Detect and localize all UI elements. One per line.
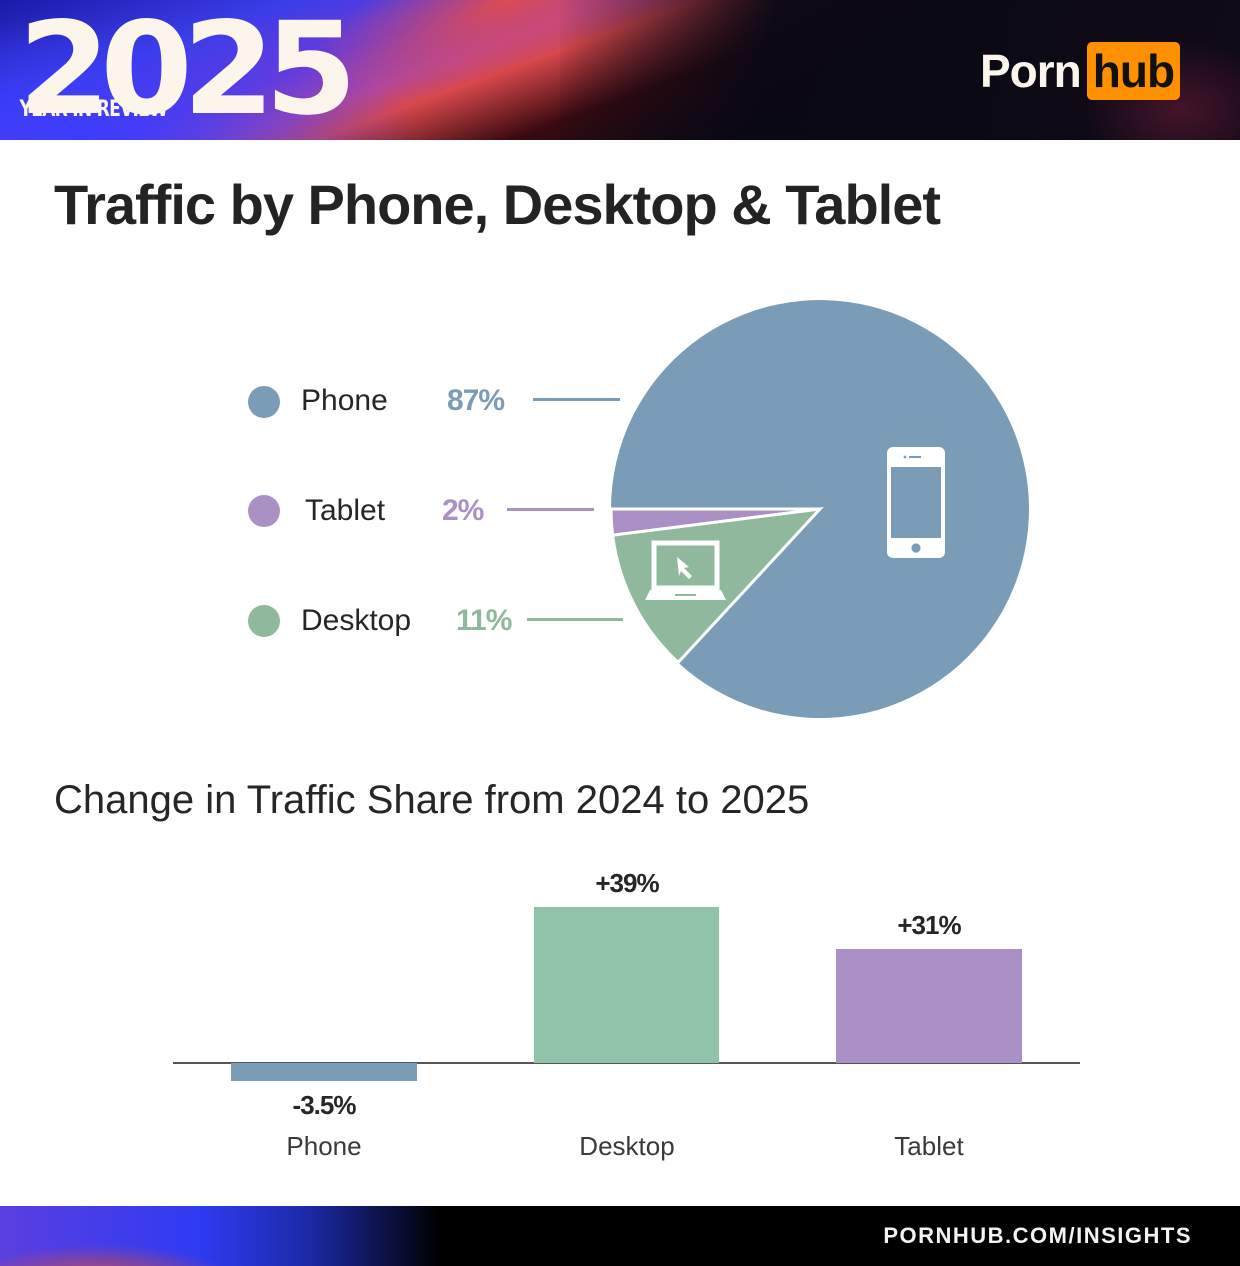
legend-label-desktop: Desktop <box>301 604 412 637</box>
section-subtitle: Change in Traffic Share from 2024 to 202… <box>54 778 810 822</box>
bar-category-phone: Phone <box>286 1131 362 1161</box>
legend-dot-desktop <box>248 605 280 637</box>
bar-value-desktop: +39% <box>595 868 659 898</box>
legend-value-desktop: 11% <box>456 604 512 637</box>
legend-label-tablet: Tablet <box>305 494 386 527</box>
year-heading: 2025 <box>18 0 357 140</box>
legend-dot-tablet <box>248 495 280 527</box>
year-in-review-label: YEAR IN REVIEW <box>19 97 168 122</box>
laptop-icon <box>645 540 726 600</box>
pie-chart <box>609 300 1029 719</box>
legend-value-tablet: 2% <box>442 494 484 527</box>
brand-logo[interactable]: Porn hub <box>980 42 1181 100</box>
footer-banner: PORNHUB.COM/INSIGHTS <box>0 1206 1240 1266</box>
phone-icon <box>887 447 945 558</box>
page-title: Traffic by Phone, Desktop & Tablet <box>54 173 941 236</box>
bar-category-tablet: Tablet <box>894 1131 964 1161</box>
bar-category-desktop: Desktop <box>579 1131 675 1161</box>
legend-label-phone: Phone <box>301 384 388 417</box>
legend-leader-desktop <box>527 618 623 621</box>
header-banner: 2025 YEAR IN REVIEW Porn hub <box>0 0 1240 140</box>
bar-desktop <box>534 907 719 1063</box>
bar-phone <box>231 1063 417 1081</box>
bar-tablet <box>836 949 1022 1063</box>
bar-value-phone: -3.5% <box>292 1090 357 1120</box>
legend-value-phone: 87% <box>447 384 505 417</box>
legend-leader-tablet <box>507 508 594 511</box>
brand-logo-text: Porn <box>980 45 1082 97</box>
insights-link[interactable]: PORNHUB.COM/INSIGHTS <box>883 1223 1192 1248</box>
legend-dot-phone <box>248 386 280 418</box>
brand-logo-badge: hub <box>1086 42 1181 100</box>
bar-value-tablet: +31% <box>897 910 961 940</box>
footer-art <box>0 1206 440 1266</box>
legend-leader-phone <box>533 398 620 401</box>
